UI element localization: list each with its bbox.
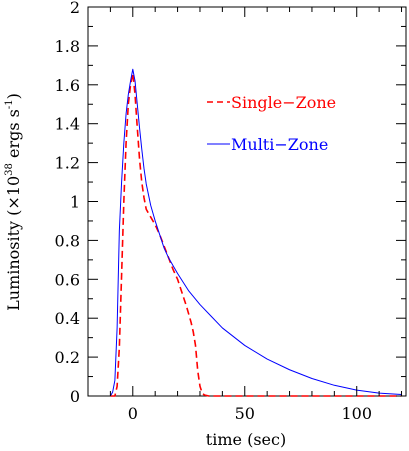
plot-frame (87, 6, 407, 397)
y-tick-label: 0.8 (55, 231, 80, 250)
y-tick-label: 1 (70, 193, 80, 212)
y-tick-label: 0.4 (55, 309, 80, 328)
y-tick-label: 1.6 (55, 76, 80, 95)
axis-ticks (88, 6, 406, 397)
series-line-single-zone (110, 72, 402, 397)
legend-label-multi-zone: Multi−Zone (231, 135, 328, 154)
y-axis-label-units-exponent: -1 (4, 99, 15, 109)
y-tick-label: 0 (70, 387, 80, 406)
y-axis-label-units: ergs s (4, 109, 23, 163)
x-axis-label: time (sec) (206, 430, 286, 449)
y-tick-label: 2 (70, 0, 80, 17)
y-axis-label-main: Luminosity (×10 (4, 176, 23, 311)
x-tick-label: 100 (341, 404, 372, 423)
y-axis-label-close: ) (4, 93, 23, 99)
y-tick-label: 1.4 (55, 115, 80, 134)
y-tick-label: 1.8 (55, 37, 80, 56)
legend-label-single-zone: Single−Zone (231, 93, 336, 112)
legend: Single−Zone Multi−Zone (207, 93, 336, 154)
plot-border (87, 6, 407, 397)
x-tick-label: 0 (128, 404, 138, 423)
curves (109, 68, 402, 397)
x-tick-label: 50 (235, 404, 255, 423)
y-axis-label: Luminosity (×1038 ergs s-1) (4, 93, 23, 311)
axis-tick-labels: 0 50 100 0 0.2 0.4 0.6 0.8 1 1.2 1.4 1.6 1.8 2 (55, 0, 372, 423)
y-tick-label: 0.6 (55, 270, 80, 289)
y-tick-label: 1.2 (55, 154, 80, 173)
series-line-multi-zone (109, 68, 402, 397)
y-axis-label-exponent: 38 (4, 163, 15, 176)
y-tick-label: 0.2 (55, 348, 80, 367)
